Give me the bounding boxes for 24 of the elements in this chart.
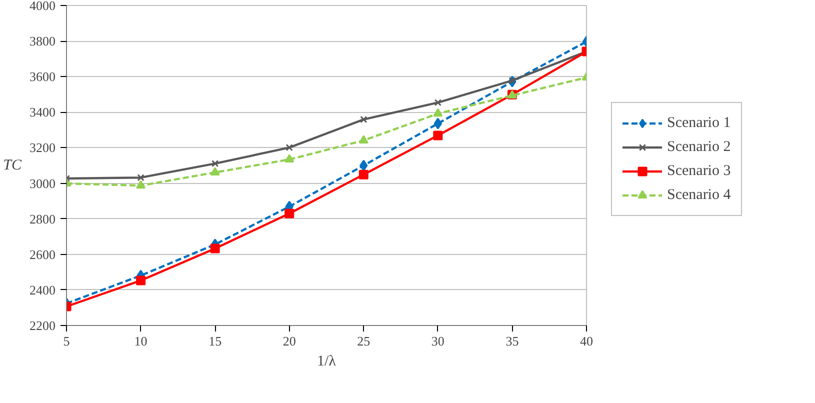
legend-label: Scenario 2 (667, 138, 731, 156)
y-tick-label: 3800 (30, 34, 56, 49)
y-tick-label: 4000 (30, 0, 56, 13)
x-tick-label: 25 (357, 334, 370, 348)
x-tick-label: 40 (580, 334, 593, 348)
y-tick-label: 2800 (30, 211, 56, 226)
y-tick-label: 3200 (30, 140, 56, 156)
y-tick-label: 3600 (30, 69, 56, 84)
legend-label: Scenario 1 (667, 114, 731, 132)
y-tick-label: 2600 (30, 246, 56, 262)
x-tick-label: 30 (431, 334, 444, 348)
y-tick-label: 2200 (30, 318, 56, 333)
x-axis-title: 1/λ (317, 354, 337, 370)
x-tick-label: 15 (208, 334, 222, 348)
legend-label: Scenario 4 (667, 186, 731, 204)
x-tick-label: 35 (506, 334, 519, 348)
legend-label: Scenario 3 (667, 162, 731, 180)
y-tick-label: 3000 (30, 176, 56, 191)
x-tick-label: 20 (282, 334, 296, 348)
y-tick-label: 2400 (30, 282, 56, 298)
x-tick-label: 5 (63, 334, 70, 348)
y-axis-title: TC (3, 158, 22, 174)
x-tick-label: 10 (134, 334, 148, 348)
y-tick-label: 3400 (30, 104, 56, 120)
